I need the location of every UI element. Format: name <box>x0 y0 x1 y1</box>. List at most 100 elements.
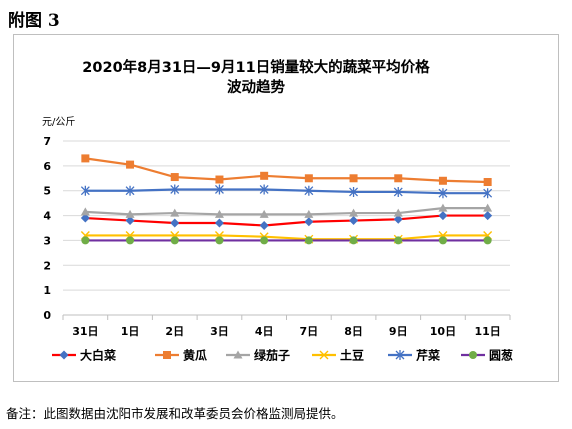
y-axis-label: 元/公斤 <box>42 116 75 128</box>
x-tick-label: 1日 <box>121 325 140 338</box>
data-point <box>304 217 314 227</box>
line-chart: 2020年8月31日—9月11日销量较大的蔬菜平均价格 波动趋势 元/公斤 0 1… <box>42 58 513 363</box>
x-tick-label: 11日 <box>474 325 500 338</box>
data-point <box>483 236 492 245</box>
data-point <box>469 351 477 359</box>
x-tick-label: 7日 <box>300 325 319 338</box>
series-line <box>85 188 488 195</box>
data-point <box>215 175 224 184</box>
data-point <box>304 209 314 218</box>
data-point <box>59 350 69 360</box>
data-point <box>170 173 179 182</box>
data-point <box>215 236 224 245</box>
source-note: 备注：此图数据由沈阳市发展和改革委员会价格监测局提供。 <box>6 406 344 421</box>
data-point <box>80 213 90 223</box>
legend-item: 芹菜 <box>388 348 440 363</box>
data-point <box>304 236 313 245</box>
data-point <box>349 216 359 226</box>
series-line <box>85 157 488 184</box>
series-line <box>85 207 488 216</box>
data-point <box>170 236 179 245</box>
series-line <box>85 214 488 227</box>
data-point <box>126 160 135 169</box>
x-tick-label: 31日 <box>72 325 98 338</box>
chart-frame: 2020年8月31日—9月11日销量较大的蔬菜平均价格 波动趋势 元/公斤 0 1… <box>13 34 559 382</box>
data-point <box>80 185 90 196</box>
data-point <box>80 207 90 216</box>
data-point <box>438 211 448 221</box>
data-point <box>395 350 405 360</box>
data-point <box>259 184 269 195</box>
series-lines <box>80 154 493 245</box>
data-point <box>304 185 314 196</box>
data-point <box>125 216 135 226</box>
legend-label: 土豆 <box>340 348 364 363</box>
y-tick-label: 1 <box>43 284 51 297</box>
series-line <box>85 234 488 241</box>
data-point <box>214 218 224 228</box>
chart-subtitle: 波动趋势 <box>227 78 285 96</box>
data-point <box>170 184 180 195</box>
data-point <box>393 208 403 217</box>
data-point <box>349 208 359 217</box>
series-2 <box>81 154 492 187</box>
data-point <box>483 203 493 212</box>
data-point <box>81 154 90 163</box>
series-1 <box>80 211 493 231</box>
series-3 <box>80 203 493 218</box>
legend-label: 芹菜 <box>416 348 440 363</box>
y-tick-label: 0 <box>43 309 51 322</box>
figure-label: 附图 3 <box>8 11 60 31</box>
legend-item: 土豆 <box>312 348 364 363</box>
chart-title: 2020年8月31日—9月11日销量较大的蔬菜平均价格 <box>82 58 430 76</box>
legend: 大白菜 黄瓜 绿茄子 土豆 芹菜 圆葱 <box>52 348 513 363</box>
y-tick-label: 7 <box>43 135 51 148</box>
x-tick-label: 9日 <box>389 325 408 338</box>
y-tick-label: 3 <box>43 234 51 247</box>
data-point <box>438 176 447 185</box>
data-point <box>394 174 403 183</box>
data-point <box>393 214 403 224</box>
y-tick-label: 2 <box>43 259 51 272</box>
x-tick-label: 10日 <box>430 325 456 338</box>
data-point <box>126 236 135 245</box>
series-5 <box>80 184 493 199</box>
data-point <box>349 236 358 245</box>
data-point <box>170 208 180 217</box>
data-point <box>438 203 448 212</box>
data-point <box>394 236 403 245</box>
data-point <box>438 188 448 199</box>
data-point <box>483 188 493 199</box>
series-6 <box>81 236 492 245</box>
data-point <box>125 185 135 196</box>
data-point <box>438 236 447 245</box>
x-tick-label: 8日 <box>344 325 363 338</box>
legend-item: 黄瓜 <box>155 348 207 363</box>
x-tick-label: 4日 <box>255 325 274 338</box>
axes: 0 1 2 3 4 5 6 7 31日 1日 2日 3日 4日 7日 8日 9日 10日 11日 <box>43 135 511 338</box>
data-point <box>260 236 269 245</box>
data-point <box>233 350 243 359</box>
data-point <box>259 221 269 231</box>
data-point <box>163 351 171 359</box>
x-tick-label: 3日 <box>210 325 229 338</box>
data-point <box>483 178 492 187</box>
data-point <box>260 171 269 180</box>
data-point <box>170 218 180 228</box>
data-point <box>319 350 329 360</box>
y-tick-label: 5 <box>43 185 51 198</box>
y-tick-label: 6 <box>43 160 51 173</box>
data-point <box>125 209 135 218</box>
legend-label: 大白菜 <box>80 348 116 363</box>
y-tick-label: 4 <box>43 210 51 223</box>
legend-label: 绿茄子 <box>254 348 290 363</box>
legend-label: 圆葱 <box>489 348 513 363</box>
legend-item: 大白菜 <box>52 348 116 363</box>
legend-item: 圆葱 <box>461 348 513 363</box>
legend-label: 黄瓜 <box>183 348 207 363</box>
data-point <box>349 186 359 197</box>
data-point <box>483 211 493 221</box>
data-point <box>214 184 224 195</box>
data-point <box>304 174 313 183</box>
data-point <box>214 209 224 218</box>
